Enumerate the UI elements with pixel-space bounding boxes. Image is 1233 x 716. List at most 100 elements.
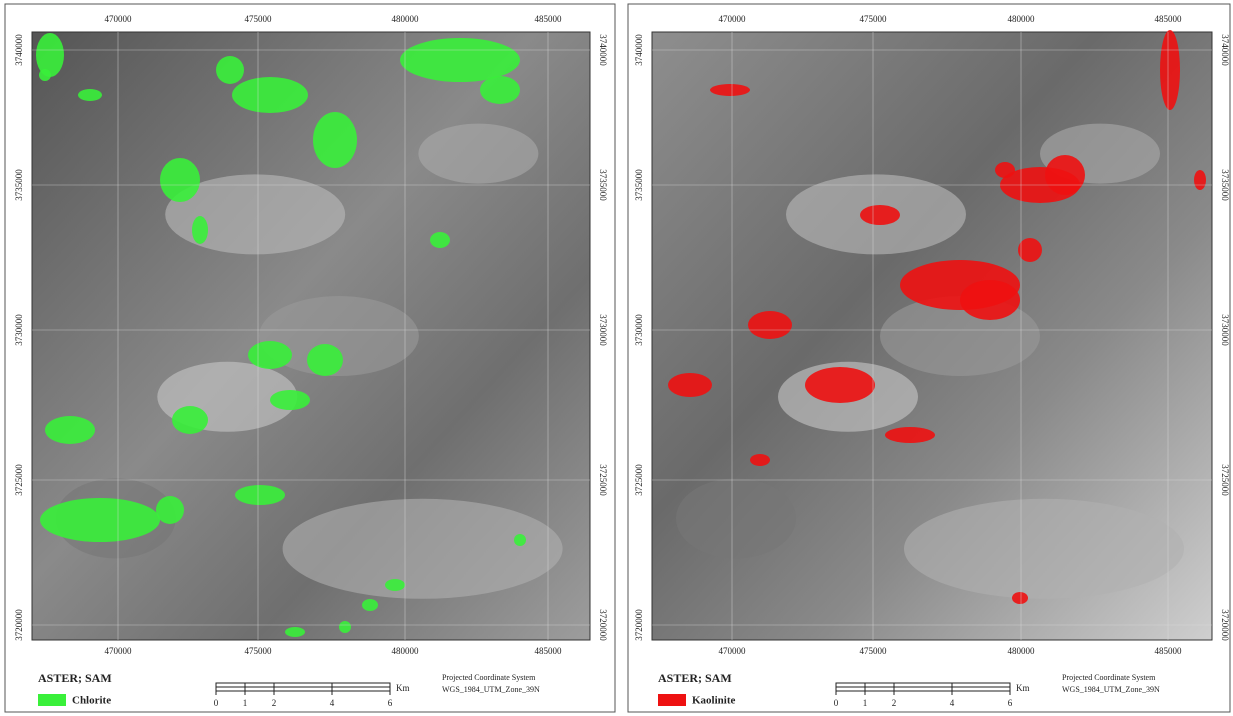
y-coordinate-label: 3730000	[598, 314, 608, 346]
y-coordinate-label: 3740000	[14, 34, 24, 66]
y-coordinate-label: 3740000	[598, 34, 608, 66]
mineral-area	[748, 311, 792, 339]
scale-label: 4	[330, 698, 335, 708]
y-coordinate-label: 3725000	[1220, 464, 1230, 496]
x-coordinate-label: 470000	[105, 646, 133, 656]
mineral-area	[805, 367, 875, 403]
mineral-area	[860, 205, 900, 225]
mineral-area	[192, 216, 208, 244]
projection-text: WGS_1984_UTM_Zone_39N	[1062, 685, 1160, 694]
legend-swatch	[658, 694, 686, 706]
mineral-area	[235, 485, 285, 505]
y-coordinate-label: 3720000	[1220, 609, 1230, 641]
mineral-area	[1018, 238, 1042, 262]
projection-text: Projected Coordinate System	[442, 673, 536, 682]
mineral-area	[285, 627, 305, 637]
y-coordinate-label: 3725000	[634, 464, 644, 496]
scale-unit: Km	[396, 683, 410, 693]
terrain-patch	[418, 124, 538, 184]
y-coordinate-label: 3725000	[14, 464, 24, 496]
scale-label: 4	[950, 698, 955, 708]
mineral-area	[710, 84, 750, 96]
y-coordinate-label: 3735000	[1220, 169, 1230, 201]
map-panel: 470000 470000 475000 475000 480000 480000 4850…	[628, 4, 1230, 712]
mineral-area	[1194, 170, 1206, 190]
mineral-area	[885, 427, 935, 443]
y-coordinate-label: 3730000	[1220, 314, 1230, 346]
x-coordinate-label: 485000	[1155, 646, 1183, 656]
mineral-area	[270, 390, 310, 410]
mineral-area	[313, 112, 357, 168]
x-coordinate-label: 480000	[392, 14, 420, 24]
y-coordinate-label: 3735000	[14, 169, 24, 201]
mineral-area	[400, 38, 520, 82]
mineral-area	[385, 579, 405, 591]
x-coordinate-label: 470000	[719, 646, 747, 656]
mineral-area	[995, 162, 1015, 178]
mineral-area	[40, 498, 160, 542]
y-coordinate-label: 3720000	[14, 609, 24, 641]
mineral-area	[960, 280, 1020, 320]
y-coordinate-label: 3720000	[598, 609, 608, 641]
y-coordinate-label: 3740000	[634, 34, 644, 66]
y-coordinate-label: 3725000	[598, 464, 608, 496]
mineral-area	[78, 89, 102, 101]
mineral-area	[248, 341, 292, 369]
mineral-area	[339, 621, 351, 633]
mineral-area	[45, 416, 95, 444]
y-coordinate-label: 3730000	[634, 314, 644, 346]
mineral-area	[668, 373, 712, 397]
terrain-patch	[283, 499, 563, 599]
legend-label: Kaolinite	[692, 695, 736, 707]
mineral-area	[160, 158, 200, 202]
mineral-area	[36, 33, 64, 77]
mineral-area	[307, 344, 343, 376]
x-coordinate-label: 475000	[245, 14, 273, 24]
map-title: ASTER; SAM	[38, 671, 112, 685]
mineral-area	[172, 406, 208, 434]
projection-text: WGS_1984_UTM_Zone_39N	[442, 685, 540, 694]
map-panel: 4700004700004750004750004800004800004850…	[5, 4, 615, 712]
y-coordinate-label: 3735000	[634, 169, 644, 201]
y-coordinate-label: 3740000	[1220, 34, 1230, 66]
scale-label: 2	[892, 698, 897, 708]
x-coordinate-label: 470000	[105, 14, 133, 24]
scale-label: 6	[1008, 698, 1013, 708]
scale-unit: Km	[1016, 683, 1030, 693]
terrain-patch	[904, 499, 1184, 599]
mineral-area	[156, 496, 184, 524]
x-coordinate-label: 485000	[535, 14, 563, 24]
x-coordinate-label: 485000	[1155, 14, 1183, 24]
mineral-area	[39, 69, 51, 81]
mineral-area	[1045, 155, 1085, 195]
y-coordinate-label: 3720000	[634, 609, 644, 641]
y-coordinate-label: 3735000	[598, 169, 608, 201]
scale-label: 1	[863, 698, 868, 708]
x-coordinate-label: 480000	[392, 646, 420, 656]
mineral-area	[362, 599, 378, 611]
mineral-area	[480, 76, 520, 104]
scale-label: 0	[214, 698, 219, 708]
scale-label: 0	[834, 698, 839, 708]
x-coordinate-label: 475000	[860, 14, 888, 24]
scale-label: 2	[272, 698, 277, 708]
x-coordinate-label: 475000	[860, 646, 888, 656]
mineral-area	[750, 454, 770, 466]
y-coordinate-label: 3730000	[14, 314, 24, 346]
x-coordinate-label: 480000	[1008, 14, 1036, 24]
scale-label: 1	[243, 698, 248, 708]
mineral-area	[216, 56, 244, 84]
mineral-area	[1012, 592, 1028, 604]
x-coordinate-label: 485000	[535, 646, 563, 656]
x-coordinate-label: 470000	[719, 14, 747, 24]
mineral-area	[430, 232, 450, 248]
terrain-patch	[676, 478, 796, 558]
x-coordinate-label: 480000	[1008, 646, 1036, 656]
projection-text: Projected Coordinate System	[1062, 673, 1156, 682]
figure: 470000 470000 475000 475000 480000 480000 4850…	[0, 0, 1233, 716]
scale-label: 6	[388, 698, 393, 708]
mineral-area	[1160, 30, 1180, 110]
map-title: ASTER; SAM	[658, 671, 732, 685]
legend-swatch	[38, 694, 66, 706]
mineral-area	[514, 534, 526, 546]
